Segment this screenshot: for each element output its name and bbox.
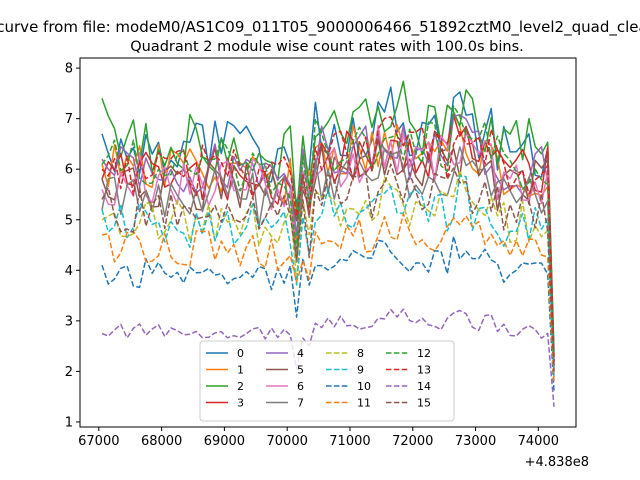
legend-label-5: 5 <box>297 364 304 377</box>
legend-label-11: 11 <box>357 397 371 410</box>
series-line-11 <box>101 213 555 382</box>
y-tick-label: 1 <box>65 415 73 430</box>
legend-label-2: 2 <box>237 380 244 393</box>
x-tick-label: 67000 <box>78 434 119 449</box>
legend-label-15: 15 <box>417 397 431 410</box>
chart-title: Quadrant 2 module wise count rates with … <box>130 39 524 55</box>
legend-frame <box>199 340 455 422</box>
x-axis: 67000 68000 69000 70000 71000 72000 73000 74000 <box>78 427 559 449</box>
legend-label-14: 14 <box>417 380 431 393</box>
series-line-8 <box>101 169 555 377</box>
legend-label-6: 6 <box>297 380 304 393</box>
plot-frame <box>79 57 577 428</box>
legend-label-1: 1 <box>237 364 244 377</box>
legend-label-13: 13 <box>417 364 431 377</box>
series-layer <box>101 80 555 407</box>
legend-label-4: 4 <box>297 347 304 360</box>
x-tick-label: 73000 <box>455 434 496 449</box>
y-axis: 1 2 3 4 5 6 7 8 <box>65 62 80 430</box>
series-line-9 <box>101 175 555 377</box>
y-tick-label: 3 <box>65 314 73 329</box>
series-line-10 <box>101 235 555 392</box>
x-offset-label: +4.838e8 <box>525 455 589 470</box>
x-tick-label: 72000 <box>392 434 433 449</box>
x-tick-label: 69000 <box>204 434 245 449</box>
y-tick-label: 4 <box>65 264 73 279</box>
series-line-13 <box>101 116 555 362</box>
series-line-5 <box>101 126 555 367</box>
y-tick-label: 6 <box>65 163 73 178</box>
figure-suptitle: Light curve from file: modeM0/AS1C09_011… <box>0 18 640 37</box>
series-line-15 <box>101 163 555 372</box>
x-tick-label: 71000 <box>329 434 370 449</box>
series-line-7 <box>101 146 555 372</box>
legend-label-12: 12 <box>417 347 431 360</box>
y-tick-label: 2 <box>65 365 73 380</box>
legend-label-8: 8 <box>357 347 364 360</box>
series-line-14 <box>101 308 555 407</box>
legend-label-7: 7 <box>297 397 304 410</box>
legend-label-9: 9 <box>357 364 364 377</box>
legend-label-0: 0 <box>237 347 244 360</box>
y-tick-label: 7 <box>65 112 73 127</box>
x-tick-label: 68000 <box>141 434 182 449</box>
x-tick-label: 70000 <box>267 434 308 449</box>
y-tick-label: 5 <box>65 213 73 228</box>
series-line-4 <box>101 113 555 362</box>
legend-label-3: 3 <box>237 397 244 410</box>
x-tick-label: 74000 <box>518 434 559 449</box>
y-tick-label: 8 <box>65 62 73 77</box>
legend-label-10: 10 <box>357 380 371 393</box>
